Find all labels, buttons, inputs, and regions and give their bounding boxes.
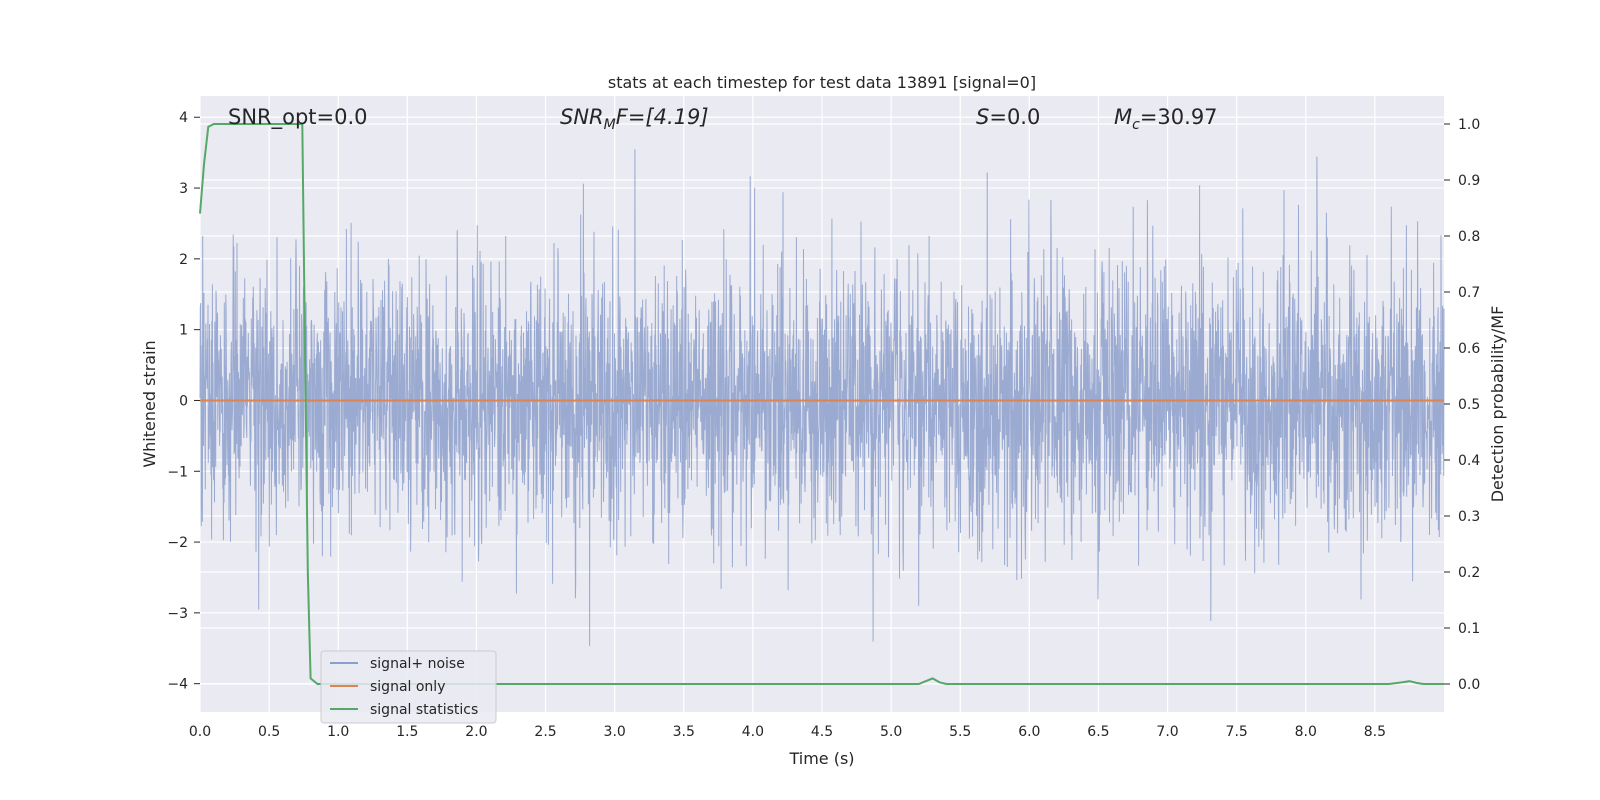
x-tick-label: 0.0 [189,724,211,740]
x-tick-label: 3.0 [604,724,626,740]
x-tick-label: 2.0 [465,724,487,740]
series-signal-statistics [199,123,1444,685]
x-tick-label: 8.0 [1295,724,1317,740]
s-annotation: S=0.0 [976,105,1040,129]
x-tick-label: 7.5 [1226,724,1248,740]
y-tick-label: −1 [167,464,188,480]
axes: 0.0 0.5 1.0 1.5 2.0 2.5 3.0 3.5 4.0 4.5 5.0 5.5 6.0 6… [167,110,1480,740]
snr-opt-annotation: SNR_opt=0.0 [228,105,368,130]
y-tick-label: −3 [167,606,188,622]
series-layer [199,123,1445,685]
y-tick-label: −2 [167,535,188,551]
y2-tick-label: 0.1 [1458,621,1480,637]
legend-label-signal-only: signal only [370,679,445,695]
x-tick-label: 4.5 [811,724,833,740]
y2-tick-label: 0.2 [1458,565,1480,581]
y2-axis-label: Detection probability/MF [1488,306,1507,503]
x-axis-label: Time (s) [788,749,854,768]
y2-tick-label: 0.5 [1458,397,1480,413]
legend-label-signal-statistics: signal statistics [370,702,478,718]
y2-tick-label: 0.8 [1458,229,1480,245]
x-tick-label: 4.0 [742,724,764,740]
x-tick-label: 5.0 [880,724,902,740]
x-tick-label: 8.5 [1364,724,1386,740]
x-tick-label: 0.5 [258,724,280,740]
x-tick-label: 5.5 [949,724,971,740]
y-tick-label: 2 [179,252,188,268]
snr-mf-annotation: SNRMF=[4.19] [560,105,709,133]
x-tick-label: 6.5 [1087,724,1109,740]
y-tick-label: −4 [167,677,188,693]
x-tick-label: 2.5 [534,724,556,740]
y2-tick-label: 0.9 [1458,173,1480,189]
x-tick-label: 3.5 [673,724,695,740]
series-signal-noise [199,149,1445,646]
legend-label-signal-noise: signal+ noise [370,656,465,672]
y2-tick-label: 1.0 [1458,117,1480,133]
y-axis-label: Whitened strain [140,340,159,467]
x-tick-label: 7.0 [1156,724,1178,740]
x-tick-label: 6.0 [1018,724,1040,740]
x-tick-label: 1.5 [396,724,418,740]
y-tick-label: 3 [179,181,188,197]
mc-annotation: Mc=30.97 [1114,105,1218,133]
chart-title: stats at each timestep for test data 138… [608,73,1036,92]
legend-frame [320,650,497,724]
y2-tick-label: 0.6 [1458,341,1480,357]
y2-tick-label: 0.0 [1458,677,1480,693]
y2-tick-label: 0.4 [1458,453,1480,469]
x-tick-label: 1.0 [327,724,349,740]
y-tick-label: 0 [179,393,188,409]
y-tick-label: 1 [179,323,188,339]
y2-tick-label: 0.7 [1458,285,1480,301]
y-tick-label: 4 [179,110,188,126]
y2-tick-label: 0.3 [1458,509,1480,525]
legend: signal+ noise signal only signal statist… [320,650,497,724]
